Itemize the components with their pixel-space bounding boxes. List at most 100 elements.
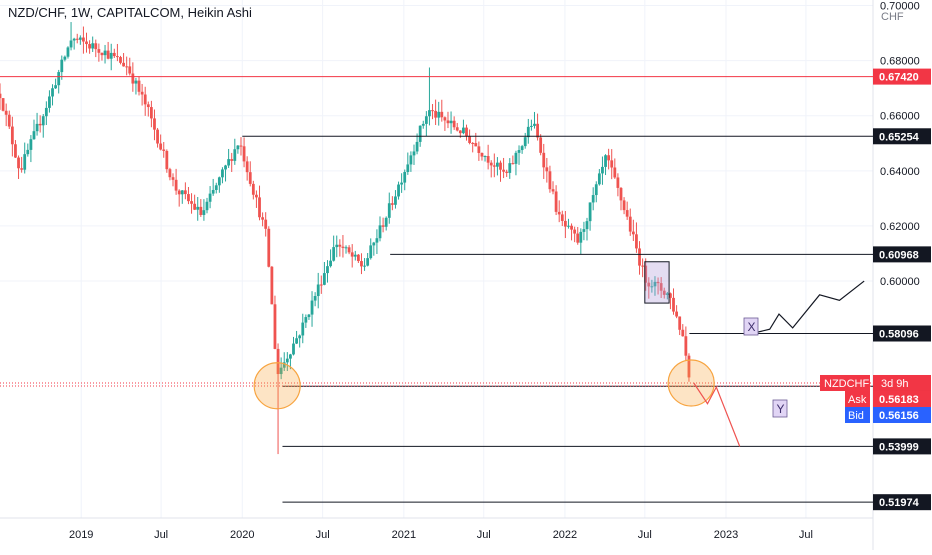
candle-body: [88, 44, 91, 49]
candle-body: [230, 159, 234, 161]
level-price-tag: 0.60968: [879, 249, 919, 261]
wave-label-y-box: [772, 399, 788, 418]
candle-body: [536, 123, 539, 138]
candle-body: [647, 282, 651, 287]
candle-body: [347, 247, 351, 253]
candle-body: [106, 50, 110, 59]
candle-body: [511, 163, 515, 165]
candle-body: [659, 283, 663, 291]
candle-body: [245, 161, 249, 173]
candle-body: [211, 189, 215, 194]
candle-body: [523, 137, 527, 147]
candle-body: [554, 191, 558, 212]
candle-body: [140, 91, 144, 95]
candle-body: [221, 169, 224, 178]
candle-body: [573, 229, 577, 234]
candle-body: [233, 149, 237, 161]
ask-label-bg: [845, 390, 870, 407]
candle-body: [258, 197, 261, 218]
candle-body: [369, 245, 373, 259]
candle-body: [424, 116, 428, 124]
candle-body: [631, 231, 635, 235]
candle-body: [239, 145, 243, 147]
candle-body: [480, 152, 484, 157]
candle-body: [236, 145, 240, 150]
candle-body: [199, 206, 203, 215]
y-tick-label: 0.60000: [880, 276, 920, 288]
candle-body: [146, 104, 150, 108]
candle-body: [289, 354, 292, 359]
candle-body: [597, 173, 601, 185]
candle-body: [356, 254, 360, 262]
candle-body: [628, 216, 632, 232]
candle-body: [276, 348, 280, 375]
candle-body: [270, 266, 274, 305]
x-tick-label: 2023: [714, 529, 738, 541]
candle-body: [125, 66, 129, 68]
candle-body: [149, 107, 153, 119]
level-price-tag: 0.51974: [879, 497, 920, 509]
candle-body: [412, 151, 416, 156]
candle-body: [415, 141, 419, 152]
candle-body: [653, 281, 657, 287]
candle-body: [82, 37, 85, 42]
candle-body: [594, 184, 598, 196]
candle-body: [641, 265, 645, 267]
highlight-circle: [253, 362, 301, 410]
candle-body: [0, 93, 2, 99]
candle-body: [32, 131, 36, 140]
candle-body: [360, 261, 363, 267]
candle-body: [159, 143, 163, 150]
candle-body: [477, 146, 481, 153]
candle-body: [267, 228, 271, 267]
candle-body: [66, 47, 70, 57]
candle-body: [248, 172, 252, 184]
candle-body: [23, 154, 27, 170]
candle-body: [514, 152, 518, 164]
candle-body: [4, 110, 8, 115]
candle-body: [41, 116, 45, 126]
level-price-tag-bg: [873, 438, 931, 455]
candle-body: [672, 297, 675, 312]
candle-body: [662, 290, 666, 295]
candle-body: [326, 266, 329, 274]
candle-body: [310, 300, 314, 315]
candle-body: [421, 123, 425, 126]
candle-body: [483, 156, 487, 158]
candle-body: [255, 194, 258, 198]
candle-body: [273, 304, 277, 349]
candle-body: [400, 182, 404, 185]
candle-body: [452, 120, 456, 128]
x-tick-label: 2019: [69, 529, 93, 541]
candle-body: [570, 225, 573, 230]
candle-body: [576, 233, 580, 243]
candle-body: [341, 246, 345, 248]
candle-body: [1, 98, 5, 111]
level-price-tag: 0.65254: [879, 131, 920, 143]
candle-body: [471, 142, 475, 144]
candle-body: [196, 206, 200, 210]
candle-body: [462, 127, 465, 134]
candle-body: [650, 286, 654, 288]
candle-body: [307, 314, 311, 318]
candle-body: [526, 126, 530, 138]
candle-body: [403, 171, 407, 183]
candle-body: [613, 167, 617, 178]
candle-body: [282, 362, 286, 368]
chart-title: NZD/CHF, 1W, CAPITALCOM, Heikin Ashi: [8, 5, 252, 20]
candle-body: [224, 165, 227, 170]
candle-body: [174, 179, 178, 191]
candle-body: [502, 169, 505, 172]
candle-body: [449, 120, 453, 124]
candle-body: [26, 149, 30, 155]
candle-body: [684, 336, 688, 356]
candle-body: [508, 163, 512, 173]
candle-body: [75, 38, 79, 40]
candle-body: [384, 217, 388, 227]
candle-body: [465, 127, 468, 137]
y-tick-label: 0.68000: [880, 56, 920, 68]
candle-body: [242, 146, 246, 162]
bid-label-bg: [845, 406, 870, 423]
candle-body: [85, 41, 88, 45]
